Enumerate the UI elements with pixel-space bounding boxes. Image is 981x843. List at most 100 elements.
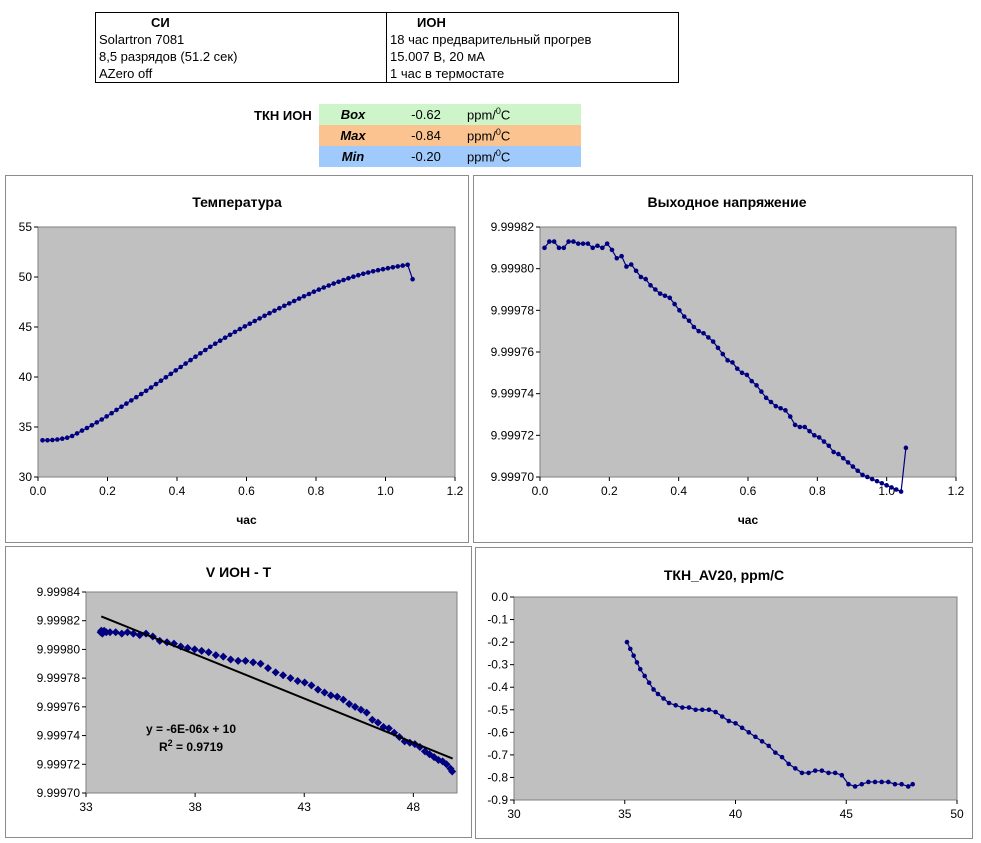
data-point (819, 768, 825, 773)
data-point (899, 781, 904, 787)
x-tick-label: 0.8 (308, 484, 325, 498)
data-point (256, 659, 265, 668)
data-point (415, 743, 424, 752)
data-point (753, 734, 758, 740)
data-point (886, 779, 891, 785)
data-point (148, 385, 154, 390)
data-point (646, 680, 652, 686)
data-point (143, 388, 149, 394)
data-point (699, 707, 705, 713)
y-tick-label: 9.99972 (37, 757, 81, 771)
data-point (135, 631, 144, 640)
data-point (609, 247, 615, 253)
data-point (360, 271, 366, 277)
data-point (840, 455, 846, 461)
data-point (198, 351, 203, 356)
data-point (662, 293, 668, 299)
data-point (571, 239, 576, 244)
data-point (860, 472, 865, 478)
data-point (898, 489, 904, 494)
data-point (585, 241, 591, 246)
y-tick-label: 9.99970 (491, 470, 535, 484)
data-point (356, 705, 365, 714)
plot-area (539, 226, 957, 478)
data-point (542, 245, 547, 251)
data-point (855, 468, 861, 474)
tkn-row-max: Max -0.84 ppm/0C (319, 125, 581, 146)
data-point (779, 754, 785, 760)
data-point (405, 262, 410, 268)
data-point (169, 639, 178, 648)
x-tick-label: 43 (298, 800, 312, 814)
tkn-row-min: Min -0.20 ppm/0C (319, 146, 581, 167)
x-tick-label: 0.2 (601, 484, 618, 498)
data-point (237, 326, 243, 332)
data-point (69, 433, 75, 439)
y-tick-label: 35 (19, 420, 33, 434)
data-point (296, 296, 302, 301)
data-point (331, 281, 336, 286)
x-tick-label: 50 (950, 807, 964, 821)
y-tick-label: -0.1 (487, 613, 508, 627)
chart-panel-tkn: ТКН_AV20, ppm/C 0.0 -0.1 -0.2 -0.3 -0.4 -0.5 -0… (475, 547, 973, 839)
y-tick-label: 0.0 (491, 590, 508, 604)
data-point (686, 318, 692, 324)
data-point (759, 389, 764, 394)
y-tick-label: 55 (19, 220, 33, 234)
y-tick-label: 30 (19, 470, 33, 484)
y-tick-label: -0.2 (487, 635, 508, 649)
x-tick-label: 0.6 (238, 484, 255, 498)
y-tick-label: 9.99982 (37, 614, 81, 628)
data-point (430, 753, 439, 762)
data-point (163, 375, 169, 380)
data-point (657, 291, 663, 296)
data-point (691, 324, 697, 330)
data-point (301, 294, 307, 299)
data-point (262, 313, 267, 319)
data-point (119, 404, 124, 409)
x-tick-label: 0.4 (169, 484, 186, 498)
y-tick-label: -0.3 (487, 658, 508, 672)
data-point (385, 265, 391, 271)
data-point (204, 648, 213, 657)
data-point (832, 770, 838, 776)
data-point (710, 339, 716, 344)
x-tick-label: 1.0 (377, 484, 394, 498)
data-point (79, 428, 85, 433)
y-tick-label: 9.99976 (491, 345, 535, 359)
data-point (351, 274, 356, 279)
data-point (628, 262, 634, 267)
data-point (836, 451, 841, 457)
info-cell: Solartron 7081 (95, 31, 387, 48)
data-point (306, 291, 312, 297)
x-axis-label: час (236, 513, 257, 527)
data-point (207, 344, 213, 350)
data-point (734, 366, 740, 371)
chart-panel-temperature: Температура 30 35 40 45 50 55 0.0 0.2 0.4 0.6 0.8 1.… (5, 175, 469, 543)
data-point (379, 722, 388, 731)
data-point (551, 239, 557, 244)
info-header-si: СИ (95, 12, 387, 31)
data-point (693, 707, 698, 713)
y-tick-label: 9.99974 (491, 387, 535, 401)
data-point (631, 653, 636, 658)
chart-title: Температура (192, 194, 282, 210)
y-tick-label: 40 (19, 370, 33, 384)
tkn-key: Min (319, 146, 387, 167)
chart-title: V ИОН - T (206, 564, 272, 580)
tkn-value: -0.84 (387, 125, 465, 146)
data-point (643, 276, 648, 282)
y-tick-label: -0.8 (487, 770, 508, 784)
y-tick-label: -0.9 (487, 793, 508, 807)
chart-panel-voltage: Выходное напряжение 9.99970 9.99972 9.99974… (473, 175, 973, 543)
data-point (793, 766, 798, 771)
data-point (336, 279, 341, 285)
data-point (733, 721, 738, 726)
data-point (351, 702, 360, 711)
data-point (846, 781, 851, 787)
data-point (232, 329, 238, 335)
x-tick-label: 35 (618, 807, 632, 821)
data-point (333, 692, 342, 701)
chart-title: ТКН_AV20, ppm/C (664, 567, 784, 583)
data-point (839, 772, 845, 778)
